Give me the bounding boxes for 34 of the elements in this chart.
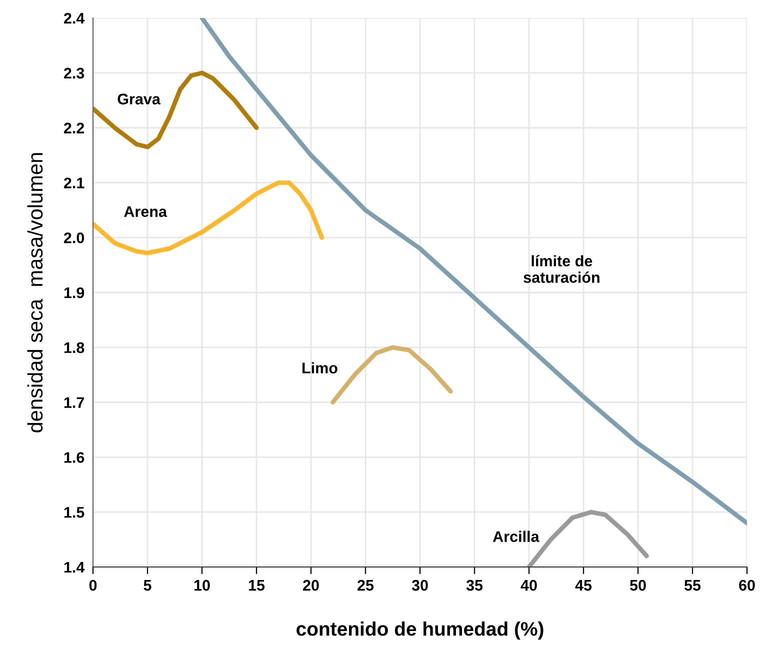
x-tick-label: 55 [684, 580, 701, 591]
x-axis-title: contenido de humedad (%) [296, 622, 544, 640]
x-tick-label: 40 [520, 580, 537, 591]
y-tick-label: 2.4 [64, 12, 85, 24]
x-tick-label: 30 [412, 580, 428, 591]
series-label: Arcilla [492, 530, 540, 542]
series-label: Arena [124, 206, 168, 217]
line-series [200, 18, 747, 526]
x-tick-label: 35 [466, 580, 483, 591]
x-tick-label: 45 [575, 580, 592, 591]
x-tick-label: 20 [303, 580, 319, 591]
y-axis-title: densidad seca masa/volumen [27, 153, 43, 432]
y-tick-label: 1.5 [64, 507, 84, 518]
series-label: Grava [118, 94, 161, 104]
x-tick-label: 25 [358, 580, 374, 591]
line-series [93, 70, 259, 150]
y-tick-label: 2.2 [64, 122, 84, 134]
y-tick-label: 1.7 [64, 397, 84, 408]
x-tick-label: 50 [630, 580, 646, 591]
y-tick-label: 2.3 [64, 68, 84, 79]
x-tick-label: 5 [144, 580, 152, 591]
y-tick-label: 1.4 [64, 562, 85, 573]
y-tick-label: 2.0 [64, 232, 84, 244]
y-tick-label: 1.8 [64, 342, 84, 354]
y-tick-label: 1.9 [64, 287, 84, 298]
x-tick-label: 15 [248, 580, 265, 591]
y-tick-label: 1.6 [64, 452, 84, 463]
x-tick-label: 60 [739, 580, 755, 591]
x-tick-label: 10 [194, 580, 210, 591]
text: límite de saturación [524, 255, 600, 283]
line-series [93, 180, 324, 256]
y-tick-label: 2.1 [64, 178, 84, 188]
series-label: Limo [302, 362, 338, 374]
x-tick-label: 0 [89, 580, 97, 591]
